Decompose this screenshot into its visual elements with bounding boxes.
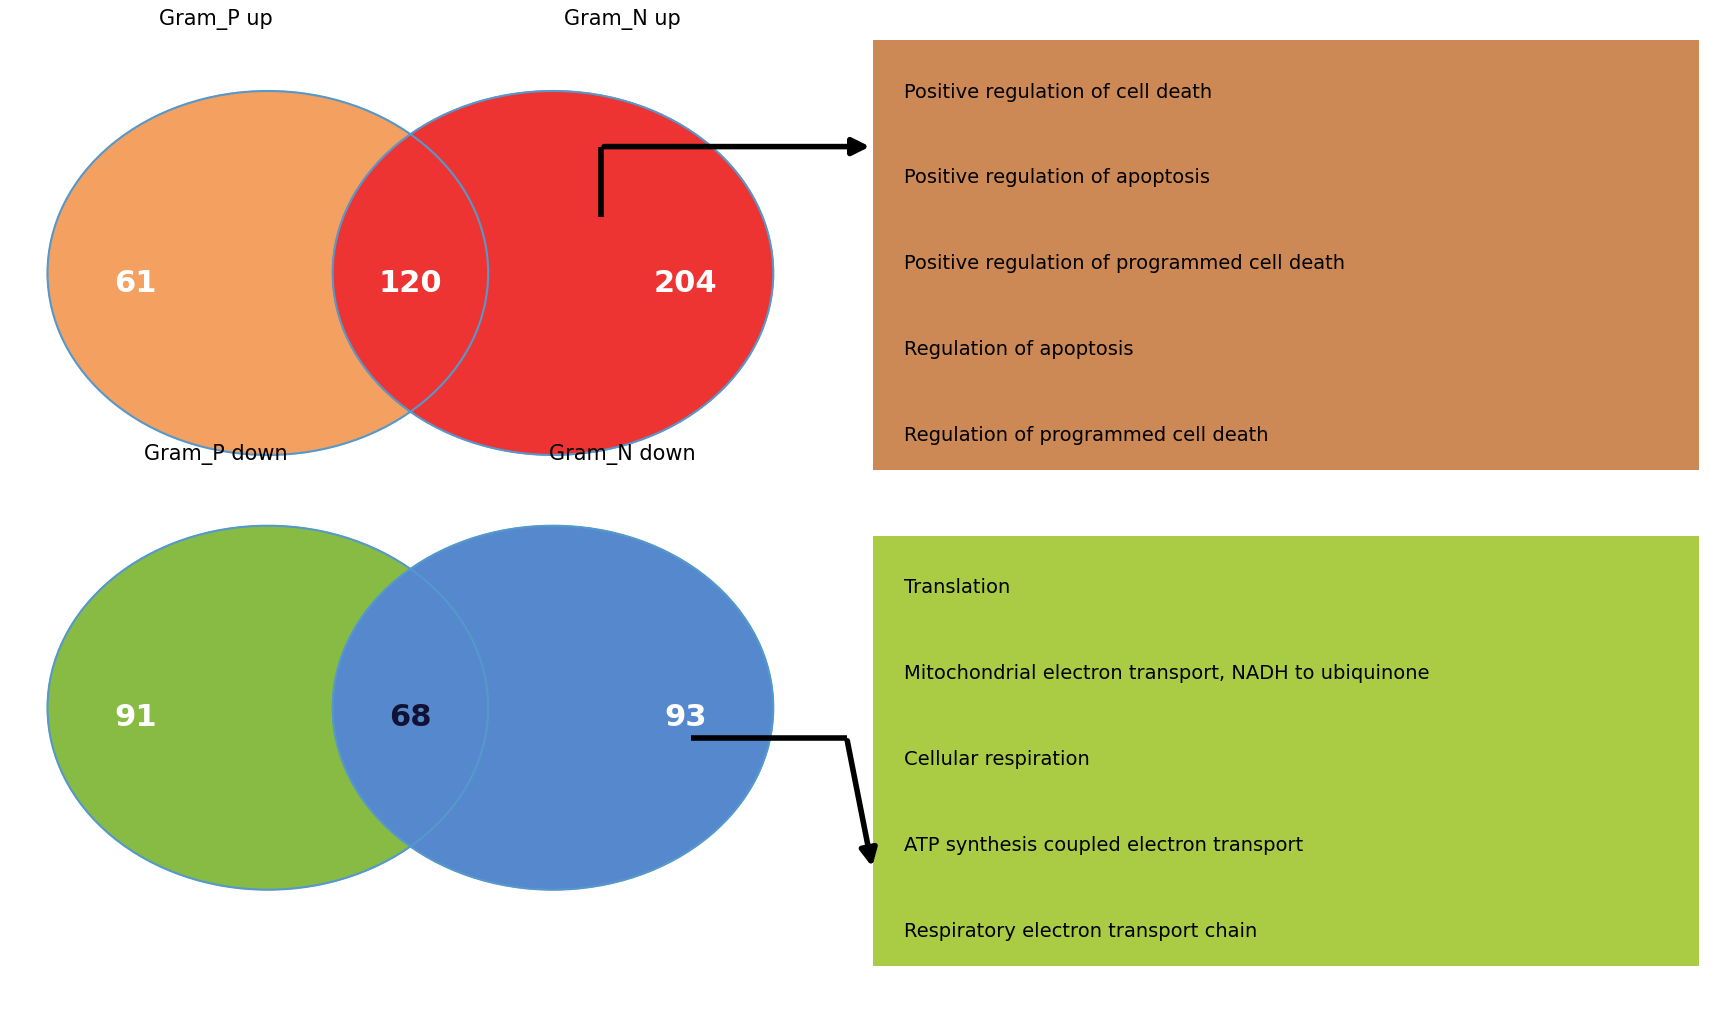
Text: Regulation of programmed cell death: Regulation of programmed cell death	[904, 427, 1268, 445]
Text: Translation: Translation	[904, 578, 1009, 596]
FancyBboxPatch shape	[873, 536, 1699, 966]
Text: Mitochondrial electron transport, NADH to ubiquinone: Mitochondrial electron transport, NADH t…	[904, 664, 1429, 682]
Text: Regulation of apoptosis: Regulation of apoptosis	[904, 341, 1134, 359]
Text: Gram_N up: Gram_N up	[563, 9, 681, 30]
Ellipse shape	[47, 91, 487, 455]
Ellipse shape	[332, 91, 772, 455]
Text: Gram_P up: Gram_P up	[159, 9, 273, 30]
Text: 91: 91	[114, 704, 157, 732]
Text: 68: 68	[389, 704, 432, 732]
Text: Cellular respiration: Cellular respiration	[904, 750, 1089, 768]
Text: 61: 61	[114, 269, 157, 297]
Ellipse shape	[47, 526, 487, 890]
Text: ATP synthesis coupled electron transport: ATP synthesis coupled electron transport	[904, 836, 1303, 854]
Text: 204: 204	[653, 269, 717, 297]
Text: Positive regulation of programmed cell death: Positive regulation of programmed cell d…	[904, 255, 1344, 273]
Ellipse shape	[332, 526, 772, 890]
Text: Positive regulation of cell death: Positive regulation of cell death	[904, 83, 1211, 101]
Text: Positive regulation of apoptosis: Positive regulation of apoptosis	[904, 169, 1210, 187]
Text: 93: 93	[664, 704, 707, 732]
Text: Gram_P down: Gram_P down	[143, 444, 289, 465]
Text: Gram_N down: Gram_N down	[550, 444, 695, 465]
Text: 120: 120	[378, 269, 442, 297]
Text: Respiratory electron transport chain: Respiratory electron transport chain	[904, 922, 1256, 940]
FancyBboxPatch shape	[873, 40, 1699, 470]
